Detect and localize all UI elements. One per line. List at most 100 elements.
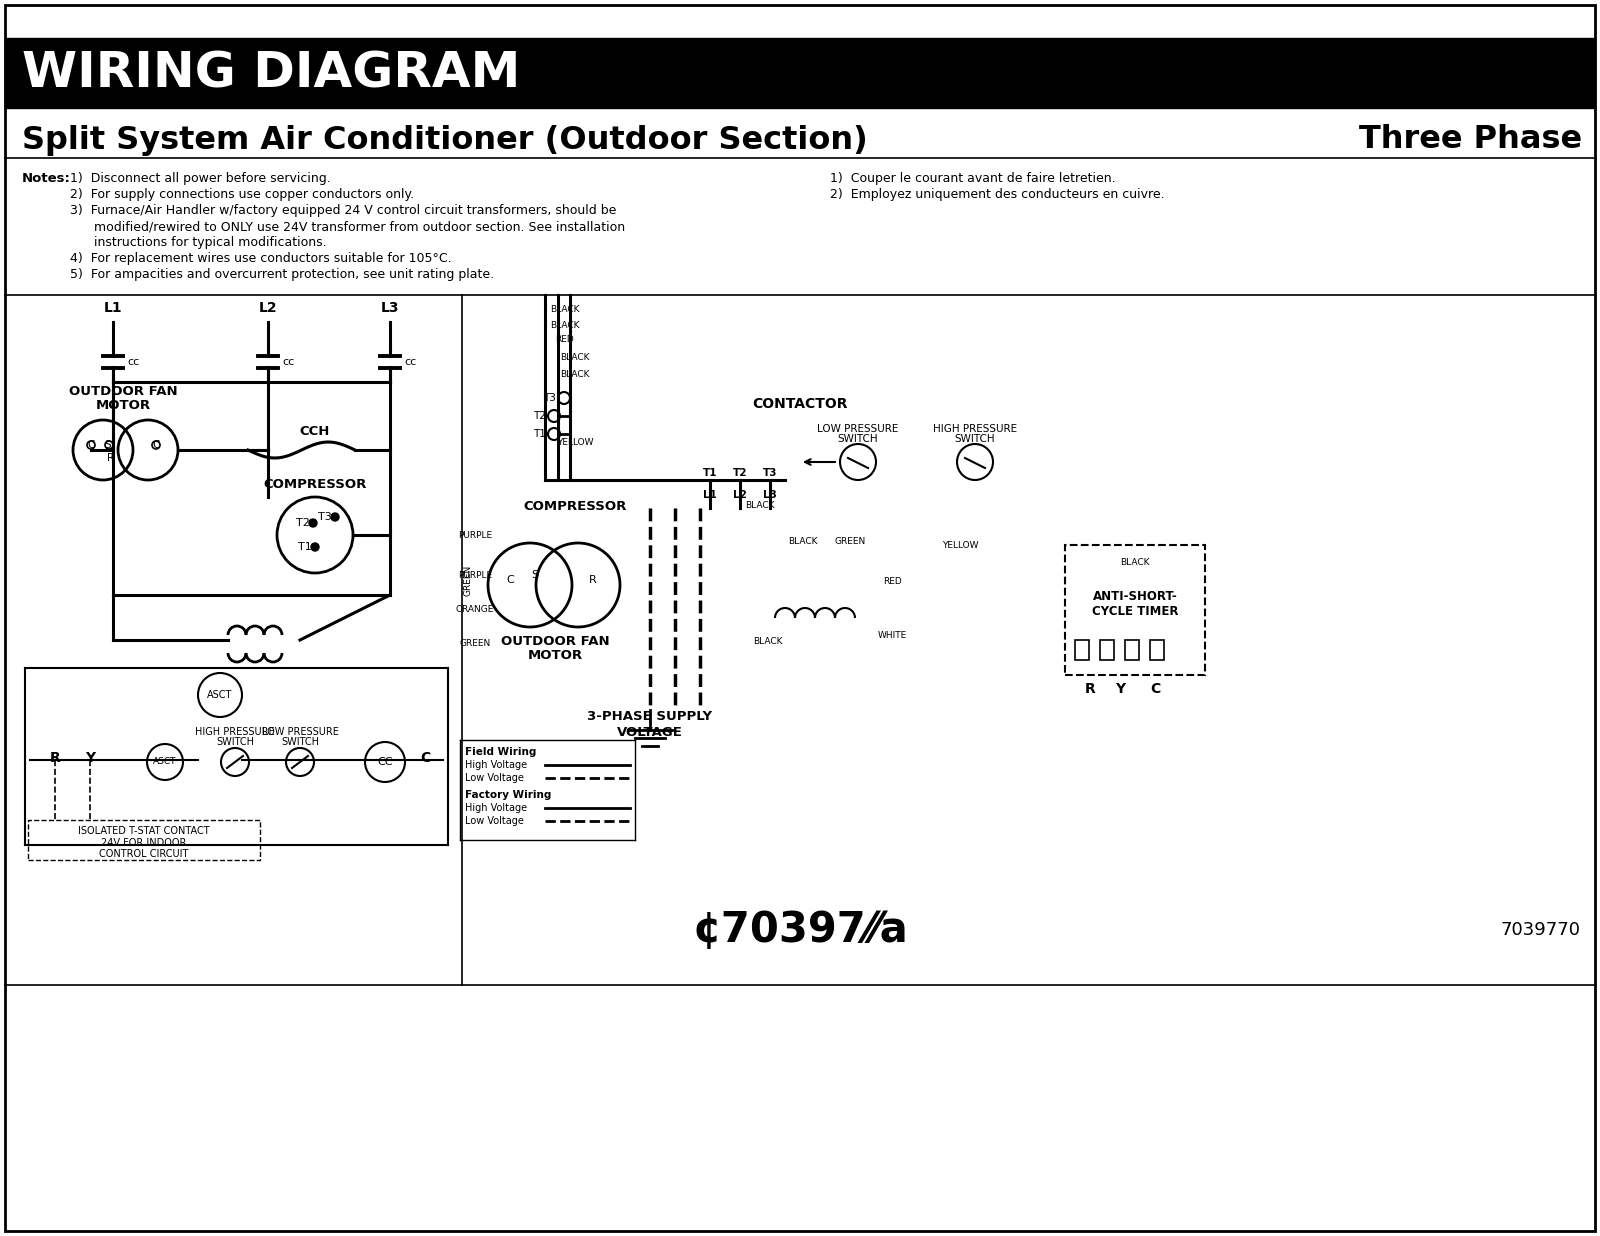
Text: SWITCH: SWITCH — [838, 434, 878, 444]
Text: S: S — [531, 570, 539, 580]
Text: cc: cc — [403, 357, 416, 367]
Text: RED: RED — [555, 335, 574, 345]
Bar — [29, 819, 259, 860]
Text: R: R — [50, 751, 61, 765]
Text: SWITCH: SWITCH — [216, 737, 254, 747]
Text: COMPRESSOR: COMPRESSOR — [264, 478, 366, 491]
Text: Y: Y — [1115, 682, 1125, 696]
Text: PURPLE: PURPLE — [458, 530, 493, 539]
Text: BLACK: BLACK — [1120, 557, 1150, 567]
Text: ORANGE: ORANGE — [456, 606, 494, 614]
Text: ¢70397⁄⁄a: ¢70397⁄⁄a — [693, 908, 907, 950]
Text: High Voltage: High Voltage — [466, 803, 526, 813]
Text: C: C — [88, 440, 94, 450]
Text: T3: T3 — [318, 512, 331, 522]
Text: modified/rewired to ONLY use 24V transformer from outdoor section. See installat: modified/rewired to ONLY use 24V transfo… — [70, 220, 626, 234]
Text: CONTACTOR: CONTACTOR — [752, 397, 848, 412]
Text: HIGH PRESSURE: HIGH PRESSURE — [195, 727, 275, 737]
Text: Field Wiring: Field Wiring — [466, 747, 536, 756]
Bar — [5, 38, 1595, 108]
Text: 3-PHASE SUPPLY: 3-PHASE SUPPLY — [587, 709, 712, 723]
Text: L1: L1 — [702, 489, 717, 501]
Bar — [1125, 640, 1139, 660]
Text: LOW PRESSURE: LOW PRESSURE — [261, 727, 339, 737]
Text: ISOLATED T-STAT CONTACT: ISOLATED T-STAT CONTACT — [78, 826, 210, 836]
Circle shape — [310, 543, 318, 551]
Text: Y: Y — [85, 751, 94, 765]
Text: T2: T2 — [733, 468, 747, 478]
Text: R: R — [1085, 682, 1096, 696]
Text: ASCT: ASCT — [208, 690, 232, 700]
Text: BLACK: BLACK — [746, 501, 774, 509]
Text: Three Phase: Three Phase — [1358, 125, 1582, 156]
Text: YELLOW: YELLOW — [557, 438, 594, 447]
Text: 1)  Disconnect all power before servicing.: 1) Disconnect all power before servicing… — [70, 172, 331, 185]
Text: cc: cc — [282, 357, 294, 367]
Text: Low Voltage: Low Voltage — [466, 816, 523, 826]
Text: ANTI-SHORT-: ANTI-SHORT- — [1093, 590, 1178, 603]
Text: T3: T3 — [542, 393, 557, 403]
Text: CCH: CCH — [299, 425, 330, 438]
Text: T1: T1 — [533, 429, 546, 439]
Text: BLACK: BLACK — [754, 638, 782, 646]
Text: 5)  For ampacities and overcurrent protection, see unit rating plate.: 5) For ampacities and overcurrent protec… — [70, 268, 494, 281]
Text: Split System Air Conditioner (Outdoor Section): Split System Air Conditioner (Outdoor Se… — [22, 125, 867, 156]
Text: HIGH PRESSURE: HIGH PRESSURE — [933, 424, 1018, 434]
Text: C: C — [1150, 682, 1160, 696]
Text: Factory Wiring: Factory Wiring — [466, 790, 552, 800]
Text: GREEN: GREEN — [464, 565, 472, 596]
Text: GREEN: GREEN — [459, 639, 491, 648]
Text: BLACK: BLACK — [550, 320, 579, 330]
Text: L2: L2 — [259, 302, 277, 315]
Text: L1: L1 — [104, 302, 122, 315]
Circle shape — [331, 513, 339, 522]
Text: MOTOR: MOTOR — [528, 649, 582, 662]
Text: MOTOR: MOTOR — [96, 399, 150, 412]
Bar — [1101, 640, 1114, 660]
Text: BLACK: BLACK — [550, 305, 579, 314]
Text: 24V FOR INDOOR: 24V FOR INDOOR — [101, 838, 187, 848]
Text: OUTDOOR FAN: OUTDOOR FAN — [501, 635, 610, 648]
Text: WIRING DIAGRAM: WIRING DIAGRAM — [22, 49, 520, 96]
Text: OUTDOOR FAN: OUTDOOR FAN — [69, 384, 178, 398]
Text: R: R — [107, 454, 115, 464]
Text: High Voltage: High Voltage — [466, 760, 526, 770]
Text: LOW PRESSURE: LOW PRESSURE — [818, 424, 899, 434]
Text: 2)  For supply connections use copper conductors only.: 2) For supply connections use copper con… — [70, 188, 414, 201]
Circle shape — [309, 519, 317, 527]
Text: VOLTAGE: VOLTAGE — [618, 726, 683, 739]
Text: BLACK: BLACK — [560, 370, 590, 379]
Text: ASCT: ASCT — [154, 758, 176, 766]
Text: YELLOW: YELLOW — [942, 540, 978, 550]
Text: CONTROL CIRCUIT: CONTROL CIRCUIT — [99, 849, 189, 859]
Bar — [1150, 640, 1165, 660]
Text: T2: T2 — [296, 518, 310, 528]
Text: C: C — [152, 440, 160, 450]
Text: cc: cc — [126, 357, 139, 367]
Text: 4)  For replacement wires use conductors suitable for 105°C.: 4) For replacement wires use conductors … — [70, 252, 451, 265]
Text: instructions for typical modifications.: instructions for typical modifications. — [70, 236, 326, 248]
Text: C: C — [419, 751, 430, 765]
Text: SWITCH: SWITCH — [282, 737, 318, 747]
Text: L2: L2 — [733, 489, 747, 501]
Text: RED: RED — [883, 577, 901, 587]
Text: BLACK: BLACK — [789, 538, 818, 546]
Text: PURPLE: PURPLE — [458, 571, 493, 580]
Text: C: C — [506, 575, 514, 585]
Text: BLACK: BLACK — [560, 353, 590, 362]
Text: T1: T1 — [298, 543, 312, 552]
Text: R: R — [589, 575, 597, 585]
Text: COMPRESSOR: COMPRESSOR — [523, 501, 627, 513]
Text: SWITCH: SWITCH — [955, 434, 995, 444]
Text: L3: L3 — [763, 489, 778, 501]
Text: 3)  Furnace/Air Handler w/factory equipped 24 V control circuit transformers, sh: 3) Furnace/Air Handler w/factory equippe… — [70, 204, 616, 218]
Text: CC: CC — [378, 756, 392, 768]
Text: Notes:: Notes: — [22, 172, 70, 185]
Bar — [1066, 545, 1205, 675]
Bar — [1075, 640, 1090, 660]
Text: GREEN: GREEN — [834, 538, 866, 546]
Text: L3: L3 — [381, 302, 400, 315]
Text: 2)  Employez uniquement des conducteurs en cuivre.: 2) Employez uniquement des conducteurs e… — [830, 188, 1165, 201]
Text: 7039770: 7039770 — [1501, 921, 1581, 939]
Text: Low Voltage: Low Voltage — [466, 772, 523, 782]
